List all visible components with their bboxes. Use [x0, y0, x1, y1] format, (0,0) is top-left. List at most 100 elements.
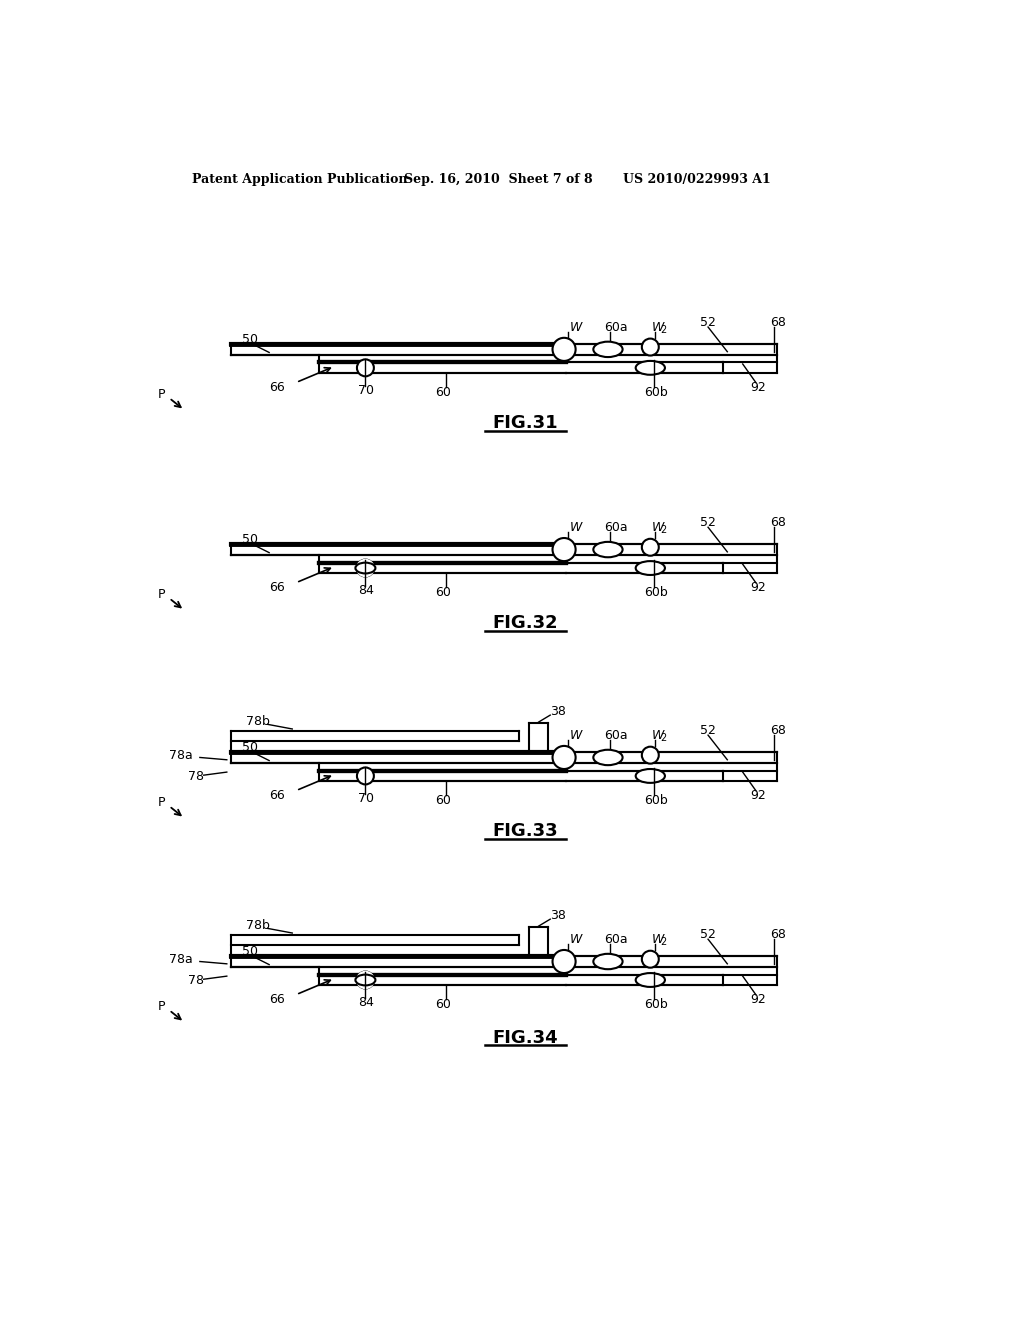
Text: 92: 92	[751, 380, 766, 393]
Text: 78b: 78b	[246, 919, 270, 932]
Text: 60: 60	[435, 998, 451, 1011]
Bar	[230, 345, 565, 355]
Text: 68: 68	[770, 723, 785, 737]
Bar	[565, 345, 777, 355]
Text: 60b: 60b	[644, 586, 668, 599]
Ellipse shape	[593, 954, 623, 969]
Ellipse shape	[355, 562, 376, 573]
Bar	[565, 771, 724, 781]
Bar	[565, 363, 724, 374]
Text: 66: 66	[269, 788, 285, 801]
Bar	[230, 544, 565, 554]
Text: W: W	[652, 729, 665, 742]
Text: 78: 78	[188, 974, 205, 987]
Text: 60a: 60a	[604, 321, 628, 334]
Text: 52: 52	[700, 315, 716, 329]
Circle shape	[553, 539, 575, 561]
Bar	[319, 562, 565, 573]
Text: 60: 60	[435, 586, 451, 599]
Bar	[230, 752, 565, 763]
Text: 84: 84	[357, 583, 374, 597]
Text: 68: 68	[770, 928, 785, 941]
Text: 92: 92	[751, 581, 766, 594]
Text: 68: 68	[770, 315, 785, 329]
Circle shape	[357, 560, 374, 577]
Text: W: W	[570, 520, 583, 533]
Circle shape	[357, 359, 374, 376]
Bar	[565, 974, 724, 985]
Circle shape	[642, 539, 658, 556]
Text: 38: 38	[550, 908, 566, 921]
Ellipse shape	[636, 973, 665, 987]
Text: Sep. 16, 2010  Sheet 7 of 8: Sep. 16, 2010 Sheet 7 of 8	[403, 173, 593, 186]
Text: 84: 84	[357, 995, 374, 1008]
Ellipse shape	[593, 750, 623, 766]
Text: 52: 52	[700, 928, 716, 941]
Text: 38: 38	[550, 705, 566, 718]
Bar	[230, 956, 565, 966]
Ellipse shape	[355, 974, 376, 985]
Circle shape	[357, 767, 374, 784]
Text: 68: 68	[770, 516, 785, 529]
Text: P: P	[158, 388, 165, 401]
Bar	[319, 363, 565, 374]
Bar	[565, 752, 777, 763]
Text: 66: 66	[269, 380, 285, 393]
Text: W: W	[570, 321, 583, 334]
Text: 60: 60	[435, 795, 451, 807]
Text: 70: 70	[357, 384, 374, 397]
Text: W: W	[570, 729, 583, 742]
Text: FIG.33: FIG.33	[492, 822, 558, 841]
Circle shape	[553, 746, 575, 770]
Text: 50: 50	[243, 741, 258, 754]
Text: 2: 2	[660, 937, 667, 948]
Text: P: P	[158, 589, 165, 602]
Bar	[565, 562, 724, 573]
Ellipse shape	[636, 360, 665, 375]
Circle shape	[642, 747, 658, 763]
Text: 2: 2	[660, 525, 667, 536]
Text: 78b: 78b	[246, 714, 270, 727]
Text: US 2010/0229993 A1: US 2010/0229993 A1	[624, 173, 771, 186]
Bar	[565, 544, 777, 554]
Ellipse shape	[636, 561, 665, 576]
Text: 50: 50	[243, 333, 258, 346]
Text: FIG.31: FIG.31	[492, 414, 558, 432]
Text: P: P	[158, 796, 165, 809]
Ellipse shape	[593, 342, 623, 358]
Ellipse shape	[636, 770, 665, 783]
Bar	[319, 771, 565, 781]
Text: 60b: 60b	[644, 385, 668, 399]
Text: 92: 92	[751, 788, 766, 801]
Text: FIG.34: FIG.34	[492, 1028, 558, 1047]
Text: 70: 70	[357, 792, 374, 805]
Text: 66: 66	[269, 993, 285, 1006]
Text: FIG.32: FIG.32	[492, 615, 558, 632]
Bar	[319, 974, 565, 985]
Text: 60a: 60a	[604, 933, 628, 945]
Text: 60a: 60a	[604, 520, 628, 533]
Text: 92: 92	[751, 993, 766, 1006]
Text: 60a: 60a	[604, 729, 628, 742]
Text: 78a: 78a	[169, 748, 193, 762]
Circle shape	[356, 558, 375, 577]
Circle shape	[642, 338, 658, 355]
Text: 52: 52	[700, 723, 716, 737]
Text: W: W	[652, 520, 665, 533]
Text: W: W	[570, 933, 583, 945]
Text: W: W	[652, 933, 665, 945]
Circle shape	[357, 972, 374, 989]
Bar	[565, 956, 777, 966]
Text: 2: 2	[660, 325, 667, 335]
Circle shape	[356, 970, 375, 989]
Text: 2: 2	[660, 733, 667, 743]
Circle shape	[642, 950, 658, 968]
Text: Patent Application Publication: Patent Application Publication	[193, 173, 408, 186]
Text: 60b: 60b	[644, 795, 668, 807]
Text: P: P	[158, 1001, 165, 1014]
Text: 60: 60	[435, 385, 451, 399]
Text: 78a: 78a	[169, 953, 193, 966]
Text: 60b: 60b	[644, 998, 668, 1011]
Text: 66: 66	[269, 581, 285, 594]
Text: 50: 50	[243, 533, 258, 546]
